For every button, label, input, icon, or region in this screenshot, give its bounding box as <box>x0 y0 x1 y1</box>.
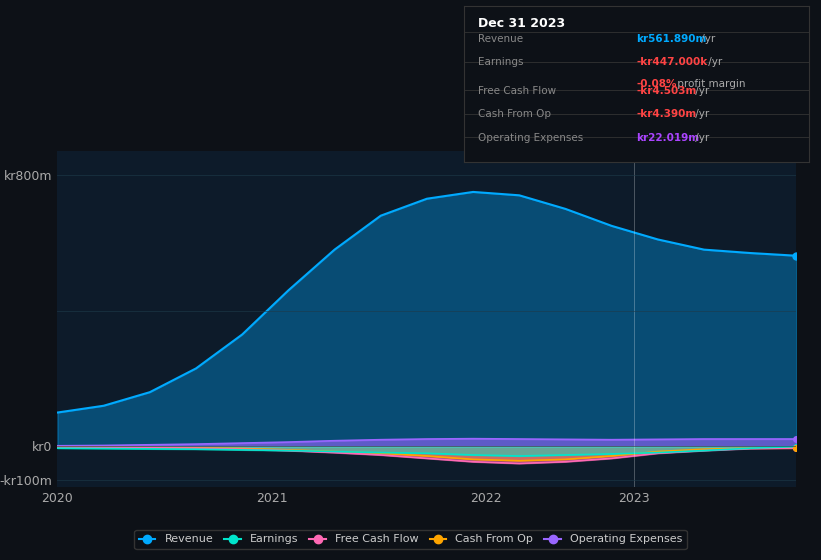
Text: profit margin: profit margin <box>673 80 745 89</box>
Text: kr561.890m: kr561.890m <box>636 34 707 44</box>
Text: Earnings: Earnings <box>478 57 523 67</box>
Text: Cash From Op: Cash From Op <box>478 109 551 119</box>
Legend: Revenue, Earnings, Free Cash Flow, Cash From Op, Operating Expenses: Revenue, Earnings, Free Cash Flow, Cash … <box>135 530 686 549</box>
Text: /yr: /yr <box>699 34 716 44</box>
Text: Free Cash Flow: Free Cash Flow <box>478 86 556 96</box>
Text: -0.08%: -0.08% <box>636 80 677 89</box>
Text: /yr: /yr <box>704 57 722 67</box>
Text: -kr447.000k: -kr447.000k <box>636 57 708 67</box>
Text: Operating Expenses: Operating Expenses <box>478 133 583 143</box>
Text: Revenue: Revenue <box>478 34 523 44</box>
Text: /yr: /yr <box>692 109 709 119</box>
Text: Dec 31 2023: Dec 31 2023 <box>478 17 565 30</box>
Text: /yr: /yr <box>692 133 709 143</box>
Text: /yr: /yr <box>692 86 709 96</box>
Text: -kr4.503m: -kr4.503m <box>636 86 697 96</box>
Text: -kr4.390m: -kr4.390m <box>636 109 696 119</box>
Text: kr22.019m: kr22.019m <box>636 133 699 143</box>
